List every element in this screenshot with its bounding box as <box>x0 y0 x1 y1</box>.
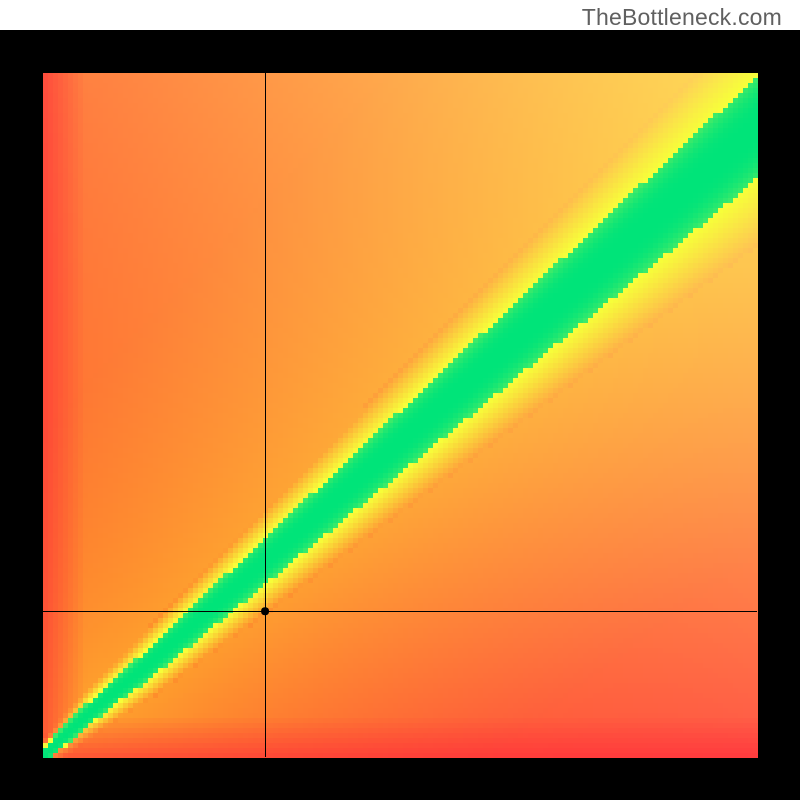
chart-container: TheBottleneck.com <box>0 0 800 800</box>
bottleneck-heatmap <box>0 30 800 800</box>
